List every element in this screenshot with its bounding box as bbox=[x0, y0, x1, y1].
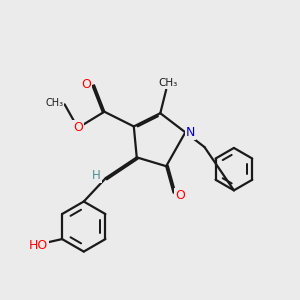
Text: O: O bbox=[175, 189, 185, 202]
Text: CH₃: CH₃ bbox=[158, 78, 177, 88]
Text: HO: HO bbox=[28, 239, 48, 252]
Text: N: N bbox=[186, 126, 195, 139]
Text: O: O bbox=[73, 122, 83, 134]
Text: H: H bbox=[92, 169, 101, 182]
Text: CH₃: CH₃ bbox=[45, 98, 63, 108]
Text: O: O bbox=[81, 78, 91, 91]
